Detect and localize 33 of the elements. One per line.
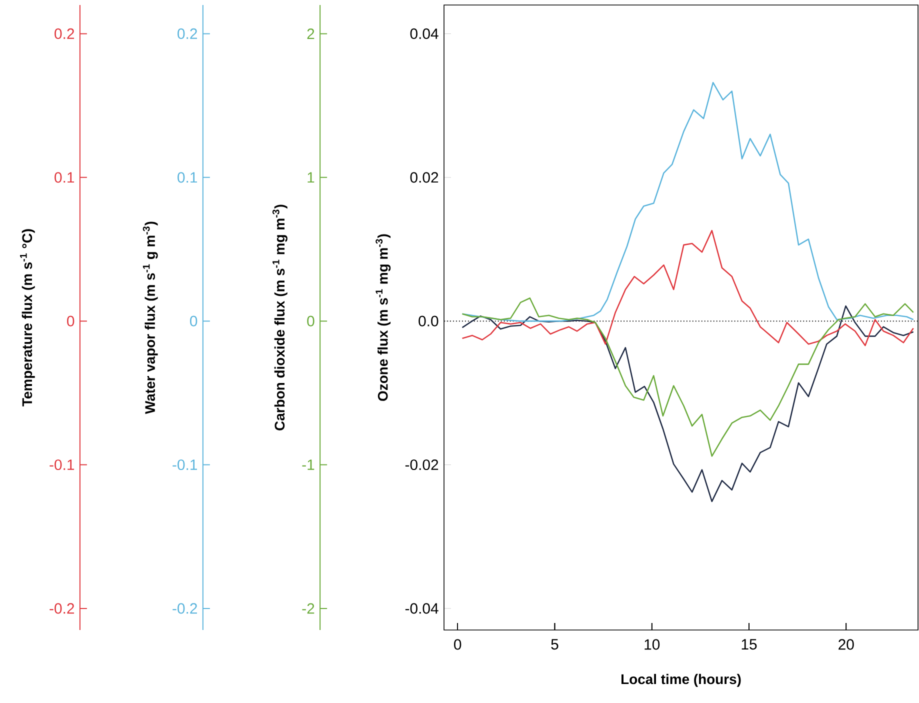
y-tick-label: -0.04: [405, 603, 438, 614]
y-tick-label: 0.04: [410, 28, 438, 40]
y-tick-label: -0.2: [172, 603, 197, 614]
y-tick-label: -0.1: [50, 459, 74, 470]
x-tick-label: 15: [742, 639, 757, 650]
x-tick-label: 10: [644, 639, 660, 650]
y-tick-label: 0: [307, 316, 314, 326]
line-series: [462, 305, 914, 502]
x-tick-label: 0: [454, 639, 462, 650]
y-tick-label: -0.2: [50, 603, 74, 614]
y-tick-label: -0.1: [172, 459, 198, 470]
y-tick-label: -1: [302, 460, 314, 470]
y-tick-label: 0.2: [54, 28, 74, 40]
x-tick-label: 5: [551, 639, 558, 650]
y-tick-label: 0.2: [178, 28, 197, 40]
y-tick-label: 0: [67, 316, 74, 326]
y-tick-label: 0.02: [410, 172, 438, 183]
y-tick-label: 0.1: [54, 172, 74, 183]
y-axis-title: Ozone flux (m s$^{-1}$ mg m$^{-3}$): [376, 234, 391, 401]
y-tick-label: 0.0: [418, 316, 438, 326]
y-tick-label: 1: [308, 172, 314, 183]
x-axis-title: Local time (hours): [621, 674, 741, 687]
line-series: [462, 297, 914, 457]
line-series: [462, 230, 914, 346]
y-tick-label: -0.02: [405, 459, 438, 470]
y-tick-label: 0: [190, 316, 198, 326]
y-axis-title: Water vapor flux (m s$^{-1}$ g m$^{-3}$): [142, 222, 158, 414]
y-axis-title: Temperature flux (m s$^{-1}$ °C): [20, 229, 35, 406]
y-tick-label: -2: [302, 603, 314, 614]
x-tick-label: 20: [838, 639, 854, 650]
y-tick-label: 0.1: [178, 172, 198, 183]
y-tick-label: 2: [307, 28, 314, 39]
y-axis-title: Carbon dioxide flux (m s$^{-1}$ mg m$^{-3}$): [272, 204, 288, 430]
